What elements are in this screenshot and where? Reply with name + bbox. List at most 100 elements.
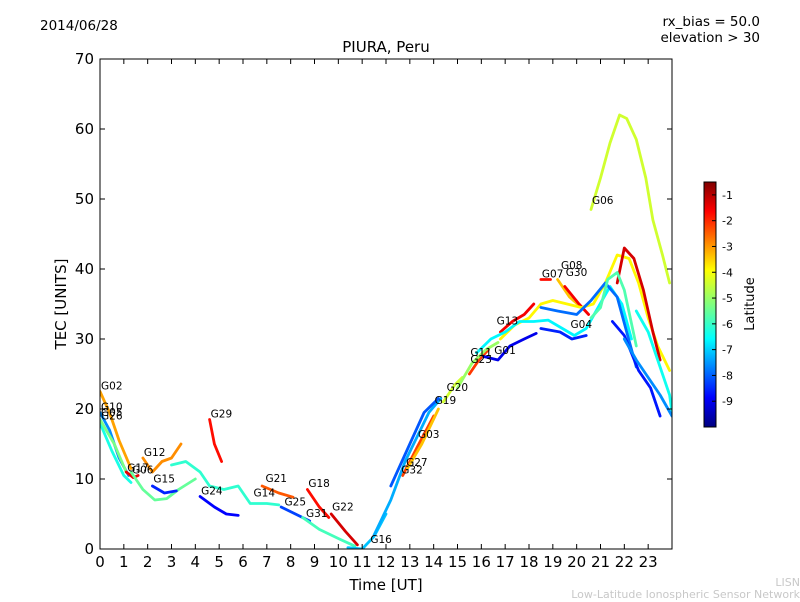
- series-line-g01: [482, 332, 538, 362]
- x-tick-label: 16: [472, 553, 491, 571]
- y-tick-label: 50: [75, 190, 94, 208]
- y-tick-label: 60: [75, 120, 94, 138]
- x-tick-label: 20: [567, 553, 586, 571]
- colorbar-tick-label: -2: [722, 215, 733, 228]
- satellite-label-g25: G25: [285, 497, 307, 509]
- x-tick-label: 21: [591, 553, 610, 571]
- satellite-label-g19: G19: [435, 395, 457, 407]
- satellite-label-g06: G06: [132, 465, 154, 477]
- satellite-label-g08: G08: [561, 260, 583, 272]
- x-tick-label: 22: [615, 553, 634, 571]
- satellite-label-g13: G13: [497, 315, 518, 327]
- footer-network: Low-Latitude Ionospheric Sensor Network: [571, 588, 800, 601]
- satellite-label-g14: G14: [254, 488, 276, 500]
- series-line-g37: [622, 337, 672, 418]
- satellite-label-g05: G05: [101, 407, 123, 419]
- satellite-label-g02: G02: [101, 381, 123, 393]
- series-line-g05: [100, 421, 133, 484]
- colorbar-tick-label: -4: [722, 266, 733, 279]
- satellite-label-g11: G11: [470, 347, 492, 359]
- x-tick-label: 17: [496, 553, 515, 571]
- satellite-label-g26: G26: [101, 411, 123, 423]
- x-tick-label: 4: [191, 553, 201, 571]
- colorbar-tick-label: -5: [722, 292, 733, 305]
- series-line-g38: [589, 271, 638, 348]
- series-line-g35: [611, 320, 662, 418]
- satellite-label-g10: G10: [101, 402, 123, 414]
- satellite-label-g16: G16: [370, 534, 392, 546]
- x-tick-label: 1: [119, 553, 129, 571]
- satellite-label-g30: G30: [566, 267, 588, 279]
- satellite-label-g04: G04: [571, 319, 593, 331]
- series-line-g21: [260, 484, 295, 499]
- x-axis-label: Time [UT]: [348, 576, 422, 594]
- satellite-label-g32: G32: [401, 465, 423, 477]
- rx-bias-label: rx_bias = 50.0: [662, 14, 760, 30]
- chart-title: PIURA, Peru: [342, 38, 429, 56]
- series-line-g11: [456, 341, 500, 390]
- y-axis-ticks: 0 10 20 30 40 50 60 70: [75, 50, 672, 558]
- elevation-label: elevation > 30: [660, 30, 760, 46]
- x-tick-label: 0: [95, 553, 105, 571]
- series-line-g36: [634, 309, 672, 414]
- satellite-label-g20: G20: [447, 382, 469, 394]
- series-line-g13: [499, 302, 536, 334]
- series-layer: [100, 113, 672, 549]
- satellite-label-g12: G12: [144, 447, 166, 459]
- satellite-label-g31: G31: [306, 508, 328, 520]
- satellite-label-g22: G22: [332, 502, 354, 514]
- x-tick-label: 18: [519, 553, 538, 571]
- satellite-label-g01: G01: [494, 345, 516, 357]
- satellite-label-g03: G03: [418, 429, 440, 441]
- x-tick-label: 11: [353, 553, 372, 571]
- series-line-g34: [615, 246, 662, 362]
- x-tick-label: 19: [543, 553, 562, 571]
- x-tick-label: 5: [214, 553, 224, 571]
- x-tick-label: 9: [310, 553, 320, 571]
- series-line-g28: [499, 253, 671, 372]
- date-label: 2014/06/28: [40, 18, 118, 34]
- y-tick-label: 10: [75, 470, 94, 488]
- x-tick-label: 14: [424, 553, 443, 571]
- x-tick-label: 6: [238, 553, 248, 571]
- x-tick-label: 10: [329, 553, 348, 571]
- series-line-g29: [208, 418, 223, 463]
- y-tick-label: 0: [84, 540, 94, 558]
- satellite-label-g15: G15: [153, 474, 175, 486]
- series-line-g06: [129, 470, 197, 502]
- y-tick-label: 30: [75, 330, 94, 348]
- satellite-label-g18: G18: [308, 478, 330, 490]
- colorbar-label: Latitude: [743, 277, 758, 331]
- x-tick-label: 8: [286, 553, 296, 571]
- series-line-g23: [468, 348, 490, 376]
- series-line-g04: [539, 327, 588, 341]
- satellite-labels: G02G10G05G26G17G06G12G15G24G29G14G21G25G…: [101, 195, 614, 546]
- series-line-g30: [563, 285, 590, 316]
- colorbar-tick-label: -1: [722, 189, 733, 202]
- colorbar: [703, 181, 717, 428]
- series-line-g31: [301, 516, 357, 548]
- colorbar-tick-label: -9: [722, 395, 733, 408]
- x-tick-label: 12: [376, 553, 395, 571]
- satellite-label-g24: G24: [201, 486, 223, 498]
- satellite-label-g07: G07: [542, 269, 564, 281]
- x-tick-label: 2: [143, 553, 153, 571]
- satellite-label-g29: G29: [211, 409, 233, 421]
- series-line-g03: [372, 397, 443, 537]
- series-line-g06: [589, 113, 671, 285]
- series-line-g27: [406, 407, 440, 470]
- series-line-g33: [539, 281, 638, 369]
- colorbar-tick-label: -8: [722, 369, 733, 382]
- x-tick-label: 3: [167, 553, 177, 571]
- x-axis-ticks: 0 1 2 3 4 5 6 7 8 9 10 11 12 13 14 15 16 17 18 19 20 21 22 23: [95, 59, 658, 571]
- y-tick-label: 20: [75, 400, 94, 418]
- series-line-g22: [329, 512, 359, 547]
- series-line-g14: [170, 460, 281, 507]
- series-line-g15: [151, 484, 178, 495]
- satellite-label-g21: G21: [265, 473, 287, 485]
- satellite-label-g23: G23: [470, 354, 492, 366]
- series-line-g12: [141, 442, 183, 474]
- colorbar-ticks: -1 -2 -3 -4 -5 -6 -7 -8 -9: [712, 189, 733, 408]
- series-line-g02: [100, 390, 133, 470]
- x-tick-label: 23: [639, 553, 658, 571]
